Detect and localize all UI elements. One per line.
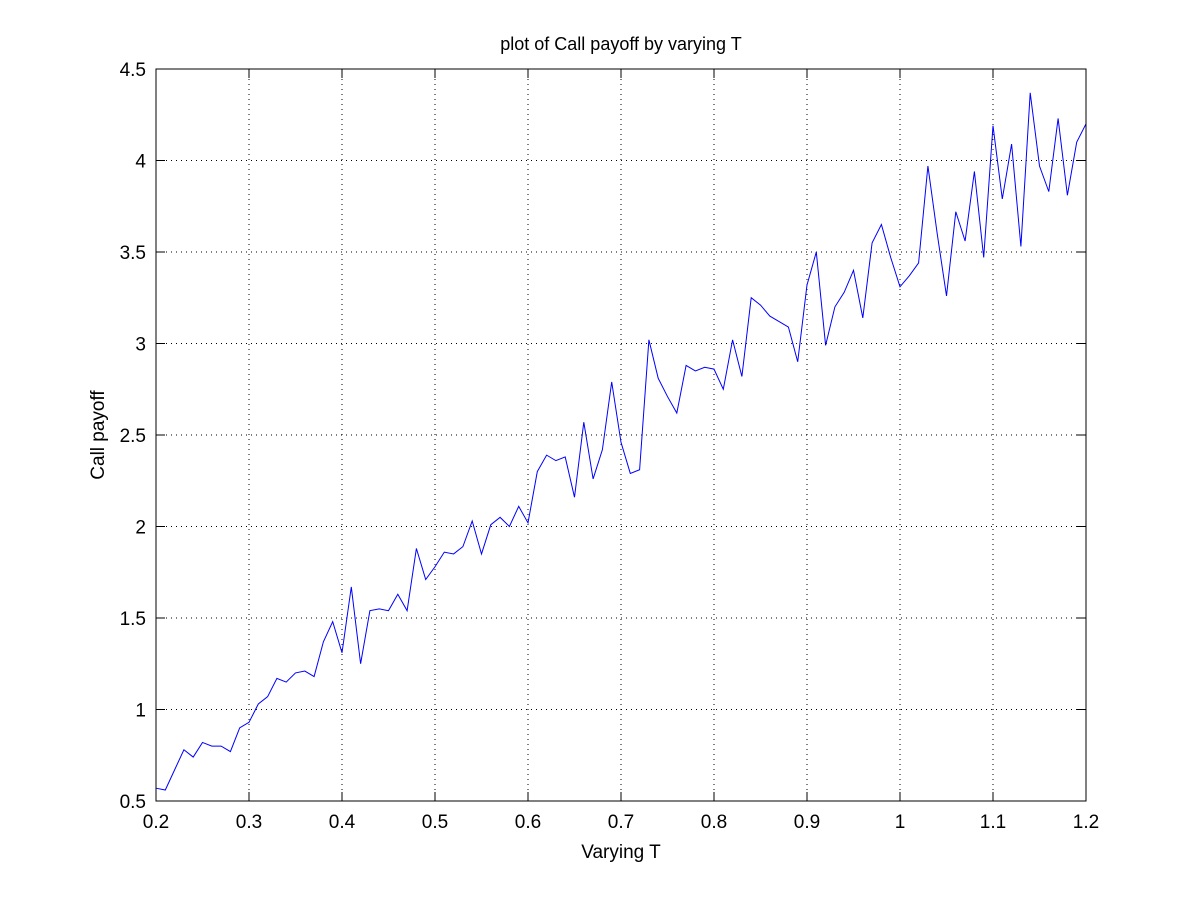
x-tick-label: 0.4 (329, 812, 356, 833)
y-tick-label: 0.5 (120, 792, 146, 813)
x-tick-label: 1.2 (1073, 812, 1099, 833)
x-tick-label: 1 (895, 812, 906, 833)
series-layer (155, 92, 1087, 791)
x-axis-title: Varying T (581, 842, 661, 863)
x-tick-label: 0.6 (515, 812, 541, 833)
x-tick-label: 0.2 (143, 812, 169, 833)
y-tick-label: 3 (135, 335, 146, 356)
x-tick-label: 1.1 (980, 812, 1006, 833)
x-tick-label: 0.3 (236, 812, 262, 833)
y-tick-label: 1 (135, 701, 146, 722)
y-tick-label: 4.5 (120, 60, 146, 81)
x-tick-label: 0.9 (794, 812, 820, 833)
y-axis-title: Call payoff (88, 390, 109, 480)
y-tick-label: 3.5 (120, 243, 146, 264)
chart-title: plot of Call payoff by varying T (500, 34, 741, 54)
tick-labels: 0.2 0.3 0.4 0.5 0.6 0.7 0.8 0.9 1 1.1 1.2 0.5 1 1.5 2 2… (120, 60, 1100, 833)
grid (156, 69, 1086, 801)
x-tick-label: 0.8 (701, 812, 727, 833)
y-tick-label: 2 (135, 518, 146, 539)
y-tick-label: 2.5 (120, 426, 146, 447)
x-tick-label: 0.5 (422, 812, 448, 833)
x-tick-label: 0.7 (608, 812, 634, 833)
y-tick-label: 1.5 (120, 609, 146, 630)
series-line (155, 92, 1087, 791)
plot-area-frame (155, 68, 1087, 802)
y-tick-label: 4 (135, 152, 146, 173)
